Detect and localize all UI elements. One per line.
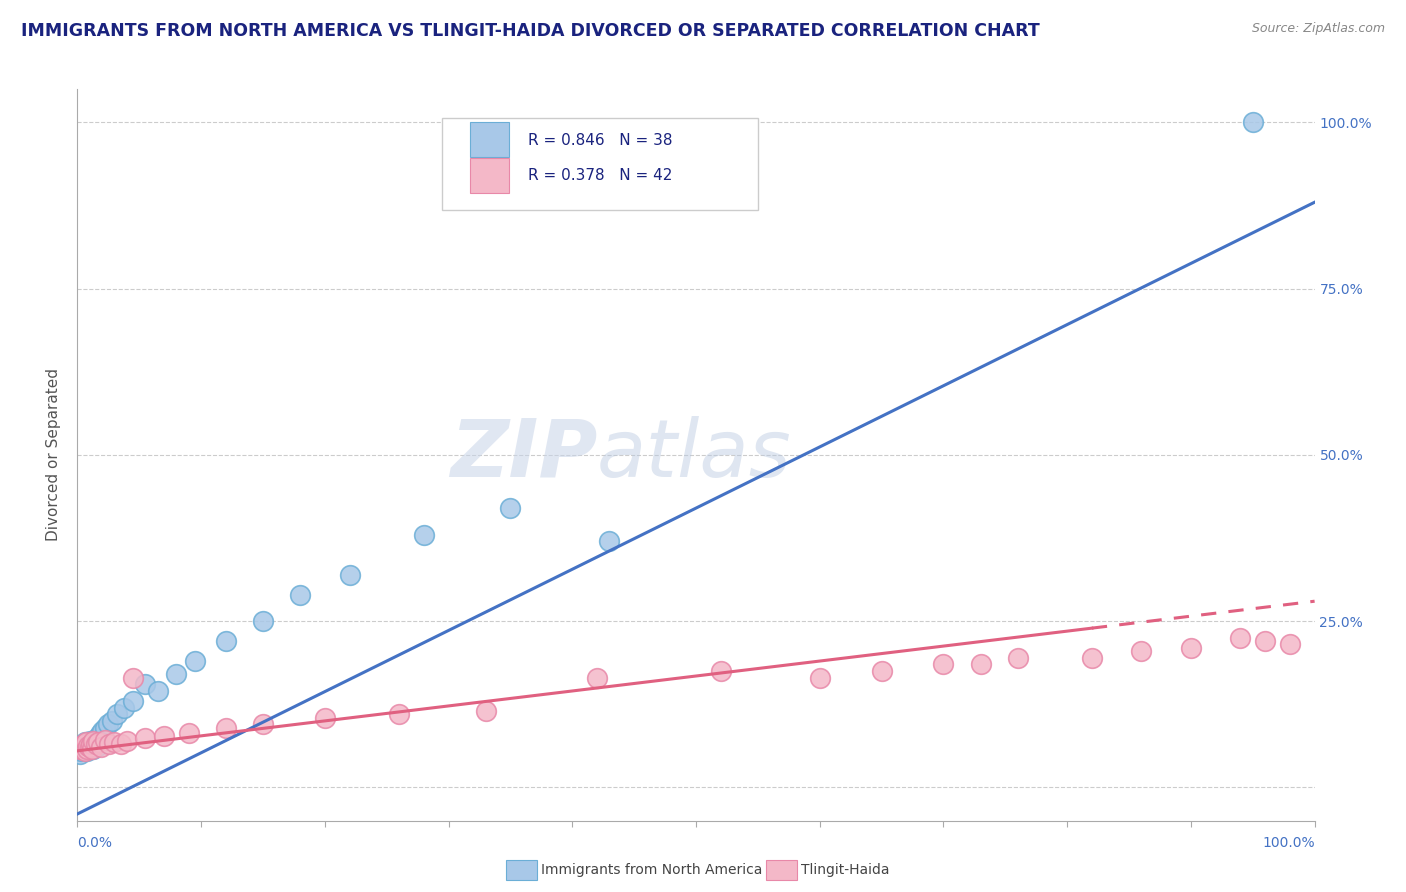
- Point: [90, 740, 112, 755]
- Point: [79, 740, 101, 755]
- Point: [1278, 637, 1301, 651]
- Point: [153, 729, 176, 743]
- Point: [79, 740, 101, 755]
- Point: [314, 710, 336, 724]
- Point: [83, 732, 105, 747]
- Point: [388, 707, 411, 722]
- Point: [215, 721, 238, 735]
- Text: 100.0%: 100.0%: [1263, 836, 1315, 850]
- Point: [84, 737, 107, 751]
- Text: IMMIGRANTS FROM NORTH AMERICA VS TLINGIT-HAIDA DIVORCED OR SEPARATED CORRELATION: IMMIGRANTS FROM NORTH AMERICA VS TLINGIT…: [21, 22, 1040, 40]
- Point: [474, 704, 496, 718]
- Point: [75, 735, 97, 749]
- Point: [177, 726, 200, 740]
- Text: ZIP: ZIP: [450, 416, 598, 494]
- Point: [1081, 650, 1104, 665]
- Point: [79, 734, 101, 748]
- Point: [86, 731, 108, 745]
- Point: [72, 740, 94, 755]
- Point: [969, 657, 991, 672]
- Bar: [470, 122, 509, 158]
- Point: [73, 744, 96, 758]
- Point: [103, 735, 125, 749]
- Point: [80, 737, 103, 751]
- Point: [1229, 631, 1251, 645]
- Point: [870, 664, 893, 678]
- Point: [184, 654, 207, 668]
- Point: [82, 741, 104, 756]
- Bar: [470, 158, 509, 193]
- Text: atlas: atlas: [598, 416, 792, 494]
- Point: [122, 671, 145, 685]
- Point: [87, 735, 110, 749]
- Point: [76, 741, 98, 756]
- Point: [598, 534, 620, 549]
- Point: [110, 737, 132, 751]
- Point: [70, 739, 93, 754]
- Text: Immigrants from North America: Immigrants from North America: [541, 863, 762, 877]
- Point: [1007, 650, 1029, 665]
- Point: [82, 735, 104, 749]
- Point: [165, 667, 187, 681]
- Point: [72, 739, 94, 754]
- Point: [252, 717, 274, 731]
- Point: [72, 737, 94, 751]
- Point: [93, 732, 115, 747]
- Point: [252, 614, 274, 628]
- Point: [89, 727, 111, 741]
- Point: [77, 739, 100, 754]
- Point: [134, 731, 156, 745]
- Point: [105, 707, 128, 722]
- Point: [112, 700, 135, 714]
- Point: [412, 527, 434, 541]
- Point: [72, 740, 94, 755]
- Point: [75, 741, 97, 756]
- Point: [97, 717, 120, 731]
- Point: [87, 739, 110, 754]
- Text: Source: ZipAtlas.com: Source: ZipAtlas.com: [1251, 22, 1385, 36]
- Point: [1180, 640, 1202, 655]
- Point: [146, 684, 169, 698]
- Point: [499, 501, 522, 516]
- Point: [101, 714, 124, 728]
- Point: [1130, 644, 1153, 658]
- Text: R = 0.846   N = 38: R = 0.846 N = 38: [527, 133, 672, 148]
- Point: [586, 671, 609, 685]
- Point: [93, 721, 115, 735]
- Text: 0.0%: 0.0%: [77, 836, 112, 850]
- Text: R = 0.378   N = 42: R = 0.378 N = 42: [527, 169, 672, 184]
- Point: [1241, 115, 1264, 129]
- Point: [808, 671, 831, 685]
- FancyBboxPatch shape: [443, 119, 758, 210]
- Text: Tlingit-Haida: Tlingit-Haida: [801, 863, 890, 877]
- Point: [76, 744, 98, 758]
- Point: [1254, 634, 1277, 648]
- Point: [84, 737, 107, 751]
- Point: [70, 744, 93, 758]
- Point: [932, 657, 955, 672]
- Point: [98, 737, 121, 751]
- Point: [82, 741, 104, 756]
- Point: [288, 588, 311, 602]
- Point: [91, 723, 114, 738]
- Point: [122, 694, 145, 708]
- Point: [80, 739, 103, 754]
- Point: [339, 567, 361, 582]
- Point: [69, 741, 91, 756]
- Point: [77, 737, 100, 751]
- Point: [73, 735, 96, 749]
- Point: [215, 634, 238, 648]
- Point: [69, 747, 91, 761]
- Point: [72, 737, 94, 751]
- Point: [115, 734, 138, 748]
- Y-axis label: Divorced or Separated: Divorced or Separated: [46, 368, 62, 541]
- Point: [82, 734, 104, 748]
- Point: [710, 664, 733, 678]
- Point: [134, 677, 156, 691]
